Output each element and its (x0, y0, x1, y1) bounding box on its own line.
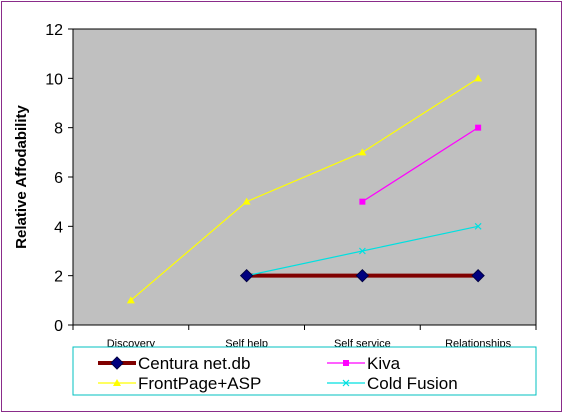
data-point-3 (474, 222, 482, 230)
legend-label: Cold Fusion (367, 374, 458, 393)
data-point-3 (358, 247, 366, 255)
series-group (126, 74, 485, 304)
legend-swatch-marker (343, 360, 349, 366)
y-axis-label: Relative Affodability (13, 105, 30, 249)
data-point-0 (355, 268, 370, 283)
legend-swatch-marker (342, 379, 350, 387)
legend-swatch-marker (110, 356, 124, 370)
data-point-2 (126, 296, 135, 304)
legend-label: FrontPage+ASP (138, 374, 261, 393)
y-tick-label: 6 (54, 170, 63, 187)
legend-box (72, 346, 537, 396)
legend-label: Kiva (367, 354, 401, 373)
legend-swatch-marker (113, 379, 121, 386)
data-point-2 (474, 74, 483, 82)
data-point-0 (471, 268, 485, 283)
series-line-1 (362, 127, 479, 203)
data-point-2 (358, 148, 367, 156)
data-point-1 (475, 124, 482, 131)
data-point-0 (239, 268, 254, 283)
y-tick-label: 4 (54, 219, 63, 236)
legend-label: Centura net.db (138, 354, 250, 373)
y-axis: 0 2 4 6 8 10 12 (45, 22, 73, 335)
series-line-2 (130, 77, 479, 301)
data-point-1 (359, 198, 366, 205)
y-tick-label: 12 (45, 22, 63, 39)
data-point-2 (242, 197, 251, 205)
y-tick-label: 2 (54, 269, 63, 286)
y-tick-label: 10 (45, 71, 63, 88)
legend: Centura net.db Kiva FrontPage+ASP Cold Fusi… (98, 354, 458, 393)
x-axis: Discovery Self help Self service Relationsh… (72, 325, 537, 350)
y-tick-label: 0 (54, 318, 63, 335)
y-tick-label: 8 (54, 121, 63, 138)
